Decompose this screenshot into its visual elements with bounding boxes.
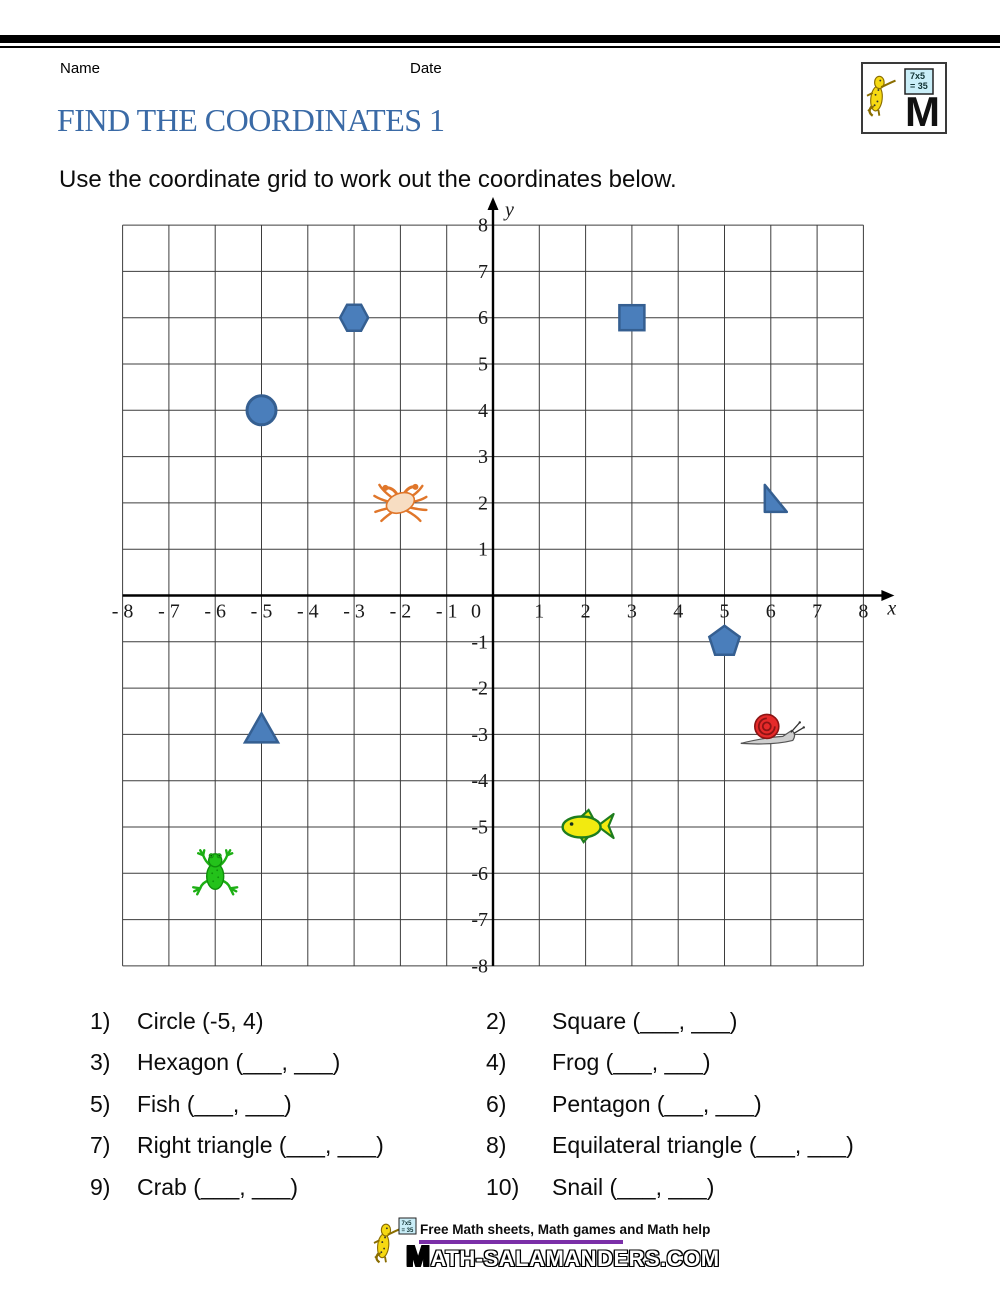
- axis-tick-label: 4: [673, 601, 683, 623]
- instruction-text: Use the coordinate grid to work out the …: [59, 166, 677, 193]
- axis-tick-label: 3: [627, 601, 637, 623]
- axis-tick-label: - 4: [297, 601, 319, 623]
- axis-tick-label: -6: [471, 863, 488, 885]
- logo-chalkboard: [904, 68, 934, 95]
- footer-site-name: MATH-SALAMANDERS.COM: [406, 1241, 720, 1273]
- axis-tick-label: 5: [720, 601, 730, 623]
- axis-tick-label: 4: [478, 400, 488, 422]
- shape-frog: [191, 849, 239, 896]
- brand-logo-box: 7x5 = 35 M: [861, 62, 947, 135]
- logo-board-text: 7x5: [910, 71, 925, 81]
- shape-equilateral-triangle: [242, 710, 281, 744]
- footer-logo-chalkboard: [398, 1217, 417, 1235]
- question-text: Circle (-5, 4): [137, 1008, 264, 1034]
- question-number: 8): [486, 1132, 507, 1159]
- question-number: 2): [486, 1008, 507, 1034]
- question-text: Snail (___, ___): [552, 1173, 715, 1200]
- footer-salamander-logo: 7x5= 35: [373, 1217, 417, 1264]
- question-number: 3): [90, 1049, 111, 1076]
- shape-pentagon: [707, 624, 742, 656]
- salamander-figure: [866, 75, 896, 117]
- shape-circle: [245, 394, 278, 427]
- question-text: Crab (___, ___): [137, 1173, 299, 1200]
- axis-tick-label: -7: [471, 909, 488, 931]
- axis-tick-label: - 6: [204, 601, 226, 623]
- axis-tick-label: 1: [478, 539, 488, 561]
- axis-tick-label: -5: [471, 817, 488, 839]
- axis-tick-label: - 3: [343, 601, 365, 623]
- top-border-thick: [0, 35, 1000, 43]
- axis-tick-label: - 8: [112, 601, 134, 623]
- axis-tick-label: -8: [471, 955, 488, 977]
- salamander-figure: [373, 1223, 402, 1264]
- axis-tick-label: - 7: [158, 601, 180, 623]
- question-number: 7): [90, 1132, 111, 1159]
- shape-right-triangle: [763, 483, 789, 514]
- page-title: FIND THE COORDINATES 1: [57, 102, 445, 138]
- logo-board-text: = 35: [910, 81, 928, 91]
- axis-tick-label: 1: [534, 601, 544, 623]
- question-text: Hexagon (___, ___): [137, 1049, 341, 1076]
- question-text: Right triangle (___, ___): [137, 1132, 384, 1159]
- question-text: Fish (___, ___): [137, 1090, 292, 1117]
- question-number: 4): [486, 1049, 507, 1076]
- axis-tick-label: 3: [478, 446, 488, 468]
- shape-fish: [561, 808, 615, 844]
- salamander-logo: 7x5= 35M: [866, 68, 940, 135]
- axis-tick-label: -3: [471, 724, 488, 746]
- shape-snail: [740, 713, 805, 745]
- axis-tick-label: 8: [478, 215, 488, 237]
- footer-logo-board-text: 7x5: [402, 1221, 413, 1227]
- shape-square: [618, 303, 646, 332]
- date-label: Date: [410, 60, 442, 77]
- axis-tick-label: 2: [478, 492, 488, 514]
- coordinate-grid: x y - 8 -8 - 7 -7 - 6 -6 - 5 -5 - 4 -4 - 3 -3 - 2 -2 - 1…: [112, 197, 896, 977]
- y-axis-label: y: [503, 199, 514, 221]
- questions-list: 1) Circle (-5, 4) 2) Square (___, ___) 3) Hex…: [90, 1001, 970, 1208]
- question-number: 5): [90, 1090, 111, 1117]
- question-number: 9): [90, 1173, 111, 1200]
- y-axis-arrow: [487, 197, 499, 210]
- logo-letter-m: M: [905, 88, 940, 128]
- question-number: 1): [90, 1008, 111, 1034]
- axis-tick-label: -2: [471, 678, 488, 700]
- axis-tick-label: 2: [581, 601, 591, 623]
- footer-logo-board-text: = 35: [402, 1228, 415, 1234]
- axis-tick-label: - 2: [390, 601, 412, 623]
- question-number: 10): [486, 1173, 520, 1200]
- x-axis-label: x: [886, 598, 896, 620]
- question-number: 6): [486, 1090, 507, 1117]
- x-axis-arrow: [881, 590, 895, 601]
- axis-tick-label: 8: [858, 601, 868, 623]
- name-label: Name: [60, 60, 101, 77]
- axis-tick-label: - 1: [436, 601, 458, 623]
- question-text: Frog (___, ___): [552, 1049, 711, 1076]
- axis-tick-label: 6: [766, 601, 776, 623]
- axis-tick-label: 6: [478, 307, 488, 329]
- axis-tick-label: -4: [471, 770, 488, 792]
- axis-tick-label: 0: [471, 601, 481, 623]
- axis-tick-label: 7: [812, 601, 822, 623]
- footer-tagline: Free Math sheets, Math games and Math he…: [420, 1222, 711, 1237]
- axis-tick-label: - 5: [251, 601, 273, 623]
- axis-tick-label: 5: [478, 354, 488, 376]
- axis-tick-label: -1: [471, 631, 488, 653]
- axis-tick-label: 7: [478, 261, 488, 283]
- question-text: Pentagon (___, ___): [552, 1090, 762, 1117]
- shape-hexagon: [338, 303, 370, 332]
- question-text: Square (___, ___): [552, 1008, 738, 1034]
- footer-divider: [419, 1240, 623, 1244]
- shape-crab: [373, 483, 428, 523]
- question-text: Equilateral triangle (___, ___): [552, 1132, 854, 1159]
- top-border-thin: [0, 46, 1000, 48]
